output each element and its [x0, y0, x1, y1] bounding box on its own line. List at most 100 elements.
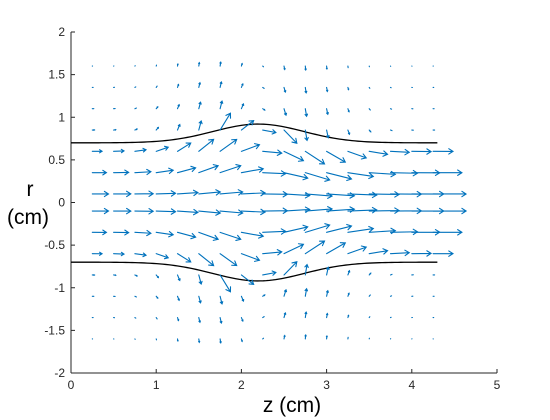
velocity-arrow — [219, 231, 242, 242]
velocity-arrow — [304, 263, 309, 276]
y-tick-label: 0.5 — [48, 153, 65, 167]
velocity-arrow — [326, 266, 330, 276]
x-tick-label: 5 — [494, 378, 501, 392]
y-tick-label: 2 — [58, 25, 65, 39]
velocity-arrow — [262, 294, 266, 297]
velocity-arrow — [91, 274, 96, 276]
velocity-arrow — [198, 317, 201, 324]
velocity-arrow — [198, 138, 215, 152]
velocity-arrow — [240, 82, 244, 88]
y-axis-label-line1: r — [27, 178, 34, 201]
velocity-arrow — [155, 295, 159, 299]
velocity-arrow — [283, 224, 309, 233]
velocity-arrow — [176, 253, 192, 263]
x-ticks: 0 1 2 3 4 5 — [68, 369, 501, 392]
x-tick-label: 2 — [238, 378, 245, 392]
velocity-arrow — [198, 81, 201, 88]
velocity-arrow — [113, 207, 132, 215]
velocity-arrow — [326, 289, 329, 297]
velocity-arrow — [368, 316, 371, 319]
velocity-arrow — [262, 249, 283, 256]
velocity-arrows — [91, 61, 468, 344]
velocity-arrow — [389, 148, 411, 156]
velocity-arrow — [325, 334, 328, 340]
velocity-arrow — [219, 163, 242, 174]
lower-wall — [71, 261, 438, 282]
velocity-arrow — [240, 119, 255, 131]
velocity-arrow — [198, 338, 201, 344]
velocity-arrow — [240, 208, 267, 216]
velocity-arrow — [262, 228, 287, 235]
velocity-arrow — [283, 150, 305, 162]
velocity-arrow — [155, 190, 177, 197]
velocity-arrow — [240, 62, 243, 67]
velocity-arrow — [113, 251, 126, 257]
y-tick-label: 0 — [58, 196, 65, 210]
velocity-arrow — [176, 83, 180, 88]
velocity-arrow — [283, 192, 311, 199]
velocity-arrow — [240, 143, 261, 152]
velocity-arrow — [240, 102, 245, 110]
velocity-arrow — [176, 189, 199, 197]
velocity-arrow — [134, 295, 137, 298]
velocity-arrow — [240, 338, 243, 343]
velocity-arrow — [240, 295, 245, 303]
velocity-arrow — [91, 190, 110, 198]
velocity-arrow — [368, 272, 372, 276]
velocity-arrow — [219, 100, 224, 110]
velocity-arrow — [240, 253, 261, 262]
velocity-arrow — [304, 108, 309, 118]
velocity-arrow — [347, 86, 350, 91]
velocity-arrow — [283, 129, 298, 144]
y-tick-label: -1.5 — [44, 323, 65, 337]
velocity-arrow — [262, 129, 277, 135]
velocity-arrow — [283, 243, 305, 255]
velocity-arrow — [304, 65, 307, 72]
velocity-arrow — [347, 269, 351, 276]
velocity-arrow — [262, 108, 266, 111]
velocity-arrow — [262, 86, 265, 89]
x-axis-label: z (cm) — [263, 394, 321, 417]
velocity-arrow — [134, 190, 155, 197]
velocity-arrow — [134, 168, 152, 176]
velocity-arrow — [325, 65, 328, 71]
velocity-arrow — [219, 209, 244, 216]
velocity-arrow — [134, 229, 152, 237]
velocity-arrow — [155, 317, 158, 320]
velocity-arrow — [304, 287, 309, 297]
y-tick-label: 1 — [58, 110, 65, 124]
velocity-arrow — [219, 189, 244, 196]
velocity-arrow — [198, 231, 220, 241]
velocity-arrow — [198, 274, 203, 285]
velocity-arrow — [304, 86, 308, 94]
velocity-arrow — [347, 150, 368, 160]
velocity-arrow — [432, 148, 455, 155]
velocity-arrow — [262, 337, 265, 340]
velocity-arrow — [283, 311, 287, 319]
velocity-arrow — [326, 242, 347, 255]
velocity-arrow — [368, 150, 389, 157]
velocity-arrow — [389, 273, 393, 276]
velocity-arrow — [198, 120, 203, 131]
velocity-arrow — [304, 129, 309, 142]
y-tick-label: 1.5 — [48, 68, 65, 82]
velocity-arrow — [198, 295, 202, 304]
velocity-arrow — [176, 123, 181, 131]
velocity-arrow — [283, 65, 286, 71]
velocity-arrow — [368, 248, 389, 255]
velocity-arrow — [411, 250, 433, 257]
velocity-arrow — [347, 206, 378, 214]
velocity-arrow — [368, 108, 371, 111]
velocity-arrow — [304, 333, 307, 340]
velocity-arrow — [368, 129, 372, 133]
velocity-arrow — [219, 61, 222, 67]
velocity-arrow — [91, 251, 104, 256]
velocity-arrow — [347, 191, 378, 199]
velocity-arrow — [198, 189, 222, 196]
velocity-arrow — [262, 270, 277, 276]
velocity-arrow — [155, 208, 177, 215]
velocity-arrow — [411, 148, 433, 155]
velocity-arrow — [219, 138, 238, 152]
velocity-arrow — [347, 314, 350, 319]
velocity-arrow — [283, 334, 286, 340]
